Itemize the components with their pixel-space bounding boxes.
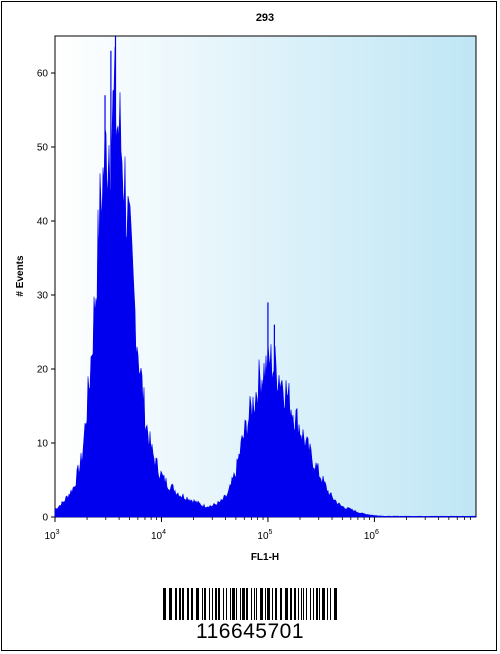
barcode-bar bbox=[319, 588, 320, 620]
barcode-bar bbox=[223, 588, 224, 620]
histogram-series bbox=[54, 46, 477, 518]
barcode-bar bbox=[187, 588, 189, 620]
barcode-bar bbox=[294, 588, 296, 620]
y-tick-label-1: 10 bbox=[37, 439, 49, 450]
barcode-bar bbox=[179, 588, 181, 620]
barcode-bar bbox=[265, 588, 266, 620]
barcode-bar bbox=[322, 588, 325, 620]
barcode-bar bbox=[230, 588, 231, 620]
barcode-bar bbox=[204, 588, 206, 620]
y-tick-label-3: 30 bbox=[37, 291, 49, 302]
barcode-bar bbox=[175, 588, 177, 620]
barcode-bar bbox=[212, 588, 213, 620]
barcode-bar bbox=[182, 588, 184, 620]
barcode-bar bbox=[301, 588, 302, 620]
barcode-bar bbox=[242, 588, 245, 620]
barcode-bar bbox=[267, 588, 270, 620]
barcode-bar bbox=[240, 588, 241, 620]
barcode-bar bbox=[280, 588, 282, 620]
barcode-bar bbox=[298, 588, 299, 620]
barcode bbox=[163, 588, 337, 620]
y-tick-label-6: 60 bbox=[37, 69, 49, 80]
barcode-bar bbox=[260, 588, 263, 620]
x-tick-label-2: 105 bbox=[257, 529, 272, 542]
x-tick-label-3: 106 bbox=[364, 529, 379, 542]
barcode-bar bbox=[202, 588, 203, 620]
barcode-bar bbox=[334, 588, 337, 620]
y-tick-label-5: 50 bbox=[37, 143, 49, 154]
barcode-bar bbox=[191, 588, 193, 620]
y-tick-label-2: 20 bbox=[37, 365, 49, 376]
barcode-bar bbox=[246, 588, 248, 620]
barcode-bar bbox=[256, 588, 257, 620]
y-tick-label-0: 0 bbox=[42, 513, 48, 524]
y-tick-label-4: 40 bbox=[37, 217, 49, 228]
barcode-number: 116645701 bbox=[195, 620, 305, 643]
barcode-bar bbox=[310, 588, 311, 620]
x-tick-label-0: 103 bbox=[44, 529, 59, 542]
barcode-bar bbox=[232, 588, 235, 620]
barcode-bar bbox=[306, 588, 307, 620]
barcode-bar bbox=[303, 588, 304, 620]
y-axis: 0 10 20 30 40 50 60 bbox=[37, 69, 55, 524]
barcode-bar bbox=[272, 588, 273, 620]
barcode-bar bbox=[316, 588, 318, 620]
x-axis: 103 104 105 106 bbox=[44, 517, 471, 542]
barcode-bar bbox=[290, 588, 292, 620]
x-axis-label: FL1-H bbox=[251, 552, 279, 563]
barcode-bar bbox=[275, 588, 277, 620]
barcode-bar bbox=[218, 588, 220, 620]
barcode-bar bbox=[313, 588, 314, 620]
barcode-bar bbox=[163, 588, 166, 620]
barcode-bar bbox=[327, 588, 328, 620]
barcode-bar bbox=[169, 588, 172, 620]
chart-title: 293 bbox=[256, 12, 274, 24]
barcode-bar bbox=[254, 588, 255, 620]
x-tick-label-1: 104 bbox=[151, 529, 166, 542]
barcode-bar bbox=[285, 588, 288, 620]
barcode-bar bbox=[251, 588, 252, 620]
barcode-bar bbox=[196, 588, 199, 620]
barcode-bar bbox=[209, 588, 210, 620]
barcode-bar bbox=[226, 588, 227, 620]
barcode-bar bbox=[330, 588, 331, 620]
barcode-bar bbox=[236, 588, 237, 620]
barcode-bar bbox=[215, 588, 217, 620]
y-axis-label: # Events bbox=[15, 255, 26, 297]
